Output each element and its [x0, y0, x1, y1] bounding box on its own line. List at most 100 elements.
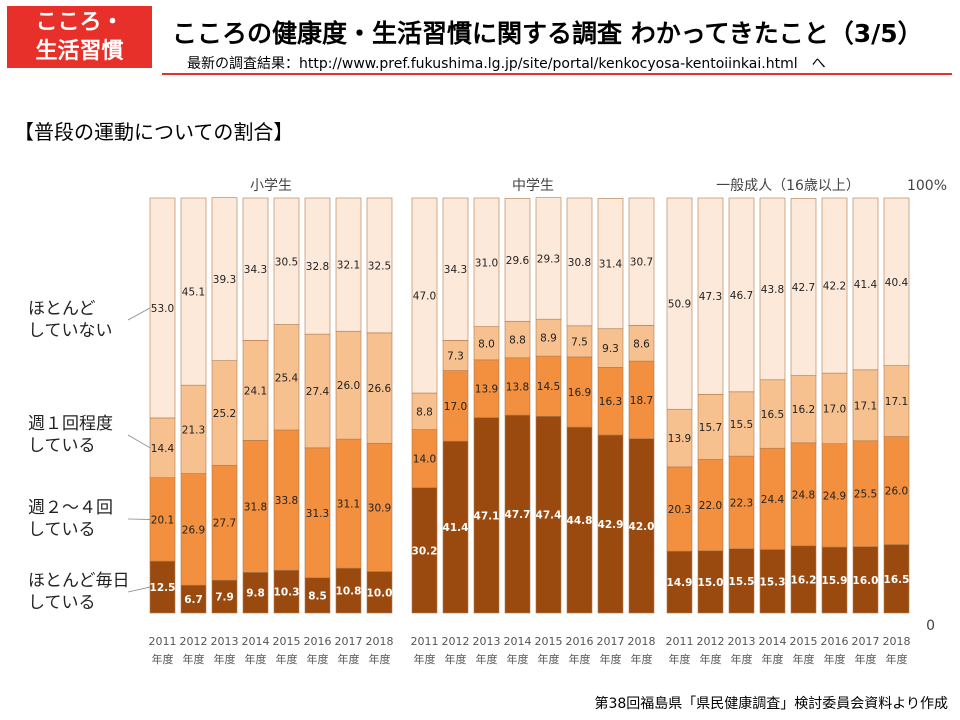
bar-segment	[628, 197, 655, 326]
year-suffix-label: 年度	[152, 652, 174, 666]
data-label: 15.7	[699, 422, 722, 434]
bar-segment	[535, 197, 562, 320]
bar-segment	[473, 359, 500, 418]
data-label: 31.4	[599, 259, 623, 271]
bar-segment	[566, 426, 593, 614]
data-label: 26.6	[368, 383, 392, 395]
data-label: 7.5	[571, 336, 588, 348]
data-label: 25.5	[854, 489, 877, 501]
bar-segment	[180, 197, 207, 386]
legend-label-line-1: ほとんど	[28, 299, 96, 319]
year-tick-label: 2017	[335, 635, 363, 648]
data-label: 13.9	[475, 384, 498, 396]
data-label: 15.9	[822, 575, 848, 587]
data-label: 16.2	[792, 404, 815, 416]
data-label: 42.7	[792, 282, 815, 294]
bar-segment	[821, 546, 848, 614]
year-suffix-label: 年度	[276, 652, 298, 666]
data-label: 17.0	[823, 403, 846, 415]
bar-segment	[666, 466, 693, 552]
data-label: 30.9	[368, 502, 391, 514]
group-label: 小学生	[250, 178, 292, 194]
data-label: 31.0	[475, 257, 498, 269]
data-label: 24.8	[792, 489, 815, 501]
legend-label-line-1: 週１回程度	[28, 414, 113, 434]
data-label: 45.1	[182, 287, 205, 299]
bar-segment	[366, 332, 393, 444]
bar-segment	[335, 330, 362, 440]
data-label: 41.4	[443, 522, 469, 534]
data-label: 16.5	[884, 574, 910, 586]
bar-segment	[180, 584, 207, 614]
year-tick-label: 2013	[728, 635, 756, 648]
year-suffix-label: 年度	[245, 652, 267, 666]
bar-segment	[883, 365, 910, 437]
bar-segment	[597, 198, 624, 330]
data-label: 16.3	[599, 396, 622, 408]
year-tick-label: 2014	[759, 635, 787, 648]
bar-segment	[504, 357, 531, 416]
year-tick-label: 2013	[473, 635, 501, 648]
data-label: 24.4	[761, 494, 785, 506]
data-label: 8.9	[540, 333, 557, 345]
bar-segment	[728, 548, 755, 614]
data-label: 41.4	[854, 279, 878, 291]
year-tick-label: 2014	[242, 635, 270, 648]
bar-segment	[666, 197, 693, 410]
bar-segment	[535, 318, 562, 357]
data-label: 47.7	[505, 509, 531, 521]
category-tag-line-1: こころ・	[35, 10, 124, 35]
data-label: 17.0	[444, 401, 467, 413]
bar-segment	[728, 391, 755, 457]
bar-segment	[628, 360, 655, 440]
data-label: 16.9	[568, 387, 591, 399]
year-suffix-label: 年度	[183, 652, 205, 666]
legend-connector-line	[127, 307, 151, 321]
bar-segment	[304, 197, 331, 335]
bar-segment	[442, 340, 469, 371]
bar-segment	[697, 550, 724, 614]
data-label: 21.3	[182, 424, 205, 436]
data-label: 44.8	[567, 515, 593, 527]
year-tick-label: 2016	[566, 635, 594, 648]
year-tick-label: 2016	[821, 635, 849, 648]
year-tick-label: 2015	[790, 635, 818, 648]
year-tick-label: 2013	[211, 635, 239, 648]
legend-connector-line	[127, 434, 151, 449]
bar-segment	[473, 197, 500, 327]
data-label: 34.3	[244, 264, 267, 276]
bar-segment	[566, 197, 593, 327]
bar-segment	[790, 442, 817, 547]
data-label: 9.8	[246, 588, 265, 600]
data-label: 15.5	[729, 576, 755, 588]
bar-segment	[442, 440, 469, 614]
bar-segment	[442, 197, 469, 341]
bar-segment	[273, 429, 300, 571]
data-label: 31.3	[306, 508, 329, 520]
bar-segment	[790, 375, 817, 444]
bar-segment	[852, 546, 879, 614]
data-label: 47.4	[536, 510, 562, 522]
bar-segment	[597, 434, 624, 614]
data-label: 14.4	[151, 443, 175, 455]
axis-label-top: 100%	[907, 178, 947, 194]
data-label: 13.8	[506, 381, 529, 393]
year-suffix-label: 年度	[338, 652, 360, 666]
group-label: 中学生	[512, 178, 554, 194]
bar-segment	[242, 197, 269, 341]
legend-label-line-2: している	[28, 520, 96, 540]
bar-segment	[304, 447, 331, 579]
year-suffix-label: 年度	[569, 652, 591, 666]
data-label: 20.3	[668, 504, 691, 516]
data-label: 32.8	[306, 261, 329, 273]
data-label: 32.5	[368, 260, 391, 272]
section-title: 【普段の運動についての割合】	[14, 120, 294, 144]
year-suffix-label: 年度	[700, 652, 722, 666]
bar-segment	[442, 370, 469, 442]
bar-segment	[411, 487, 438, 614]
data-label: 8.6	[633, 338, 650, 350]
bar-segment	[149, 417, 176, 479]
bar-segment	[566, 325, 593, 358]
year-suffix-label: 年度	[600, 652, 622, 666]
year-tick-label: 2012	[697, 635, 725, 648]
